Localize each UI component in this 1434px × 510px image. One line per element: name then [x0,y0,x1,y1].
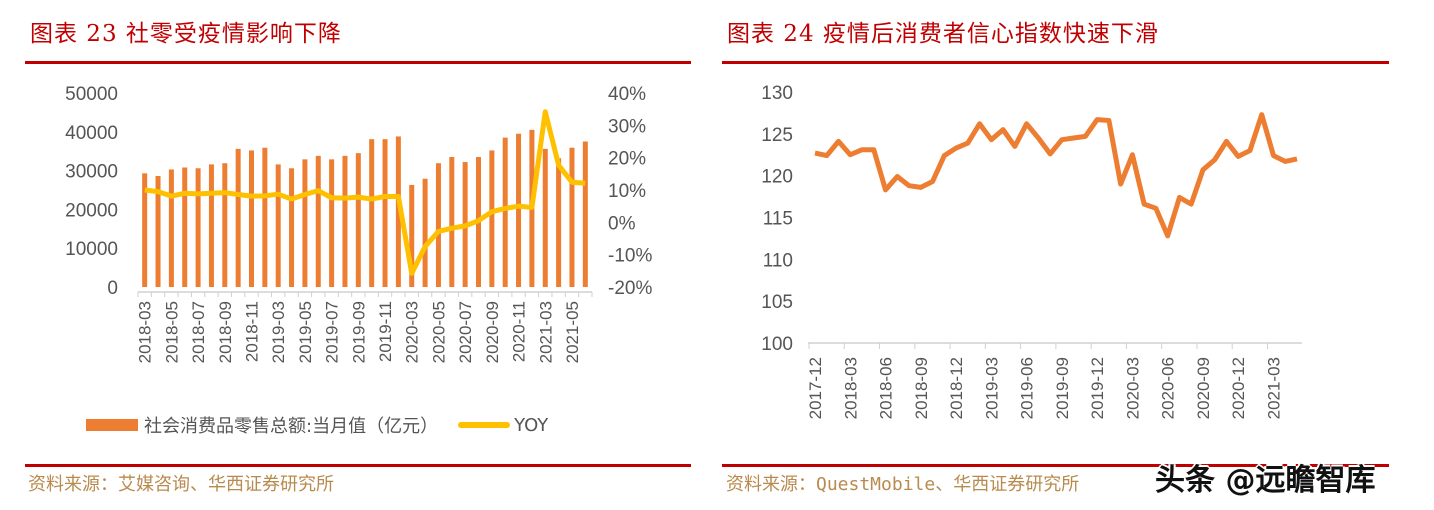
bar-2018-11 [249,150,254,287]
bar-2021-06 [582,141,588,287]
legend-line-swatch [458,422,511,428]
x-tick-label: 2018-05 [162,301,181,363]
bar-2018-04 [155,176,161,287]
bar-2019-10 [369,139,375,287]
y-tick: 110 [763,250,793,271]
bar-2021-03 [542,148,548,287]
y-tick: 125 [761,125,793,146]
bar-2018-06 [182,167,188,287]
bar-2021-05 [569,147,575,287]
bar-2020-04 [422,178,428,287]
x-tick-label: 2019-03 [982,357,1001,419]
legend-bar-label: 社会消费品零售总额:当月值（亿元） [144,416,439,437]
right-y-tick: -10% [608,246,652,267]
bar-2019-05 [302,159,308,287]
right-y-tick: 10% [608,181,646,202]
yoy-line [144,109,586,276]
right-y-tick: 20% [608,149,646,170]
bar-2019-08 [342,155,348,287]
x-tick-label: 2020-03 [1123,357,1142,419]
bar-2020-05 [435,163,441,287]
right-y-tick: -20% [608,278,652,299]
bar-2018-09 [222,163,228,287]
bar-2020-09 [489,150,495,287]
bar-2019-03 [275,164,281,287]
x-tick-label: 2020-12 [1229,357,1248,419]
x-tick-label: 2018-07 [189,301,208,363]
confidence-index-line [814,112,1298,239]
bar-2019-12 [395,136,401,287]
y-tick: 105 [761,292,793,313]
x-tick-label: 2021-03 [536,301,555,363]
x-tick-label: 2019-12 [1088,357,1107,419]
bar-2019-07 [329,159,335,287]
x-tick-label: 2019-06 [1018,357,1037,419]
right-y-tick: 30% [608,116,646,137]
x-tick-label: 2018-09 [912,357,931,419]
right-top-rule [722,61,1389,64]
x-tick-label: 2018-09 [216,301,235,363]
y-tick: 120 [761,167,793,188]
x-tick-label: 2018-03 [136,301,155,363]
left-y-tick: 40000 [65,123,118,144]
x-tick-label: 2020-03 [403,301,422,363]
x-tick-label: 2019-05 [296,301,315,363]
x-tick-label: 2019-11 [376,301,395,362]
x-tick-label: 2020-09 [483,301,502,363]
x-tick-label: 2020-11 [510,301,529,362]
left-y-tick: 10000 [65,239,118,260]
right-y-tick: 40% [608,84,646,105]
legend-line-label: YOY [514,414,549,436]
bar-2019-06 [315,155,321,287]
legend-bar-swatch [86,419,138,431]
right-bottom-rule [722,464,1389,467]
bar-2020-06 [449,157,455,287]
x-tick-label: 2017-12 [806,357,825,419]
bar-2020-10 [502,137,508,287]
x-tick-label: 2019-09 [1053,357,1072,419]
left-source: 资料来源：艾媒咨询、华西证券研究所 [28,474,334,495]
x-tick-label: 2019-07 [323,301,342,363]
left-y-tick: 30000 [65,162,118,183]
y-tick: 100 [761,334,793,355]
bar-2018-05 [168,169,174,287]
left-y-tick: 0 [107,278,118,299]
right-y-tick: 0% [608,213,636,234]
bar-2020-03 [409,184,415,287]
left-chart-title: 图表 23 社零受疫情影响下降 [30,21,342,47]
left-y-tick: 50000 [65,84,118,105]
x-tick-label: 2019-03 [269,301,288,363]
left-y-tick: 20000 [65,200,118,221]
left-bottom-rule [25,464,691,467]
y-tick: 130 [761,83,793,104]
bar-2019-11 [382,139,388,287]
bar-2018-07 [195,168,201,287]
x-tick-label: 2020-05 [429,301,448,363]
watermark: 头条 @远瞻智库 [1155,463,1376,498]
left-legend: 社会消费品零售总额:当月值（亿元） YOY [86,412,548,438]
x-tick-label: 2020-07 [456,301,475,363]
bar-2021-04 [556,158,562,287]
x-tick-label: 2019-09 [349,301,368,363]
bar-2018-03 [142,173,148,287]
x-tick-label: 2018-12 [947,357,966,419]
y-tick: 115 [763,209,793,230]
right-source: 资料来源：QuestMobile、华西证券研究所 [726,474,1080,495]
x-tick-label: 2020-09 [1194,357,1213,419]
bar-2018-08 [208,164,214,287]
left-top-rule [25,61,691,64]
bar-2020-11 [516,133,522,287]
x-tick-label: 2020-06 [1159,357,1178,419]
x-tick-label: 2021-03 [1264,357,1283,419]
x-tick-label: 2018-11 [243,301,262,362]
x-tick-label: 2021-05 [563,301,582,363]
right-chart-title: 图表 24 疫情后消费者信心指数快速下滑 [727,21,1159,47]
x-tick-label: 2018-06 [877,357,896,419]
bar-2019-09 [355,153,361,287]
bar-2018-10 [235,148,241,287]
bar-2018-12 [262,147,268,287]
x-tick-label: 2018-03 [841,357,860,419]
bar-2019-04 [289,168,295,287]
